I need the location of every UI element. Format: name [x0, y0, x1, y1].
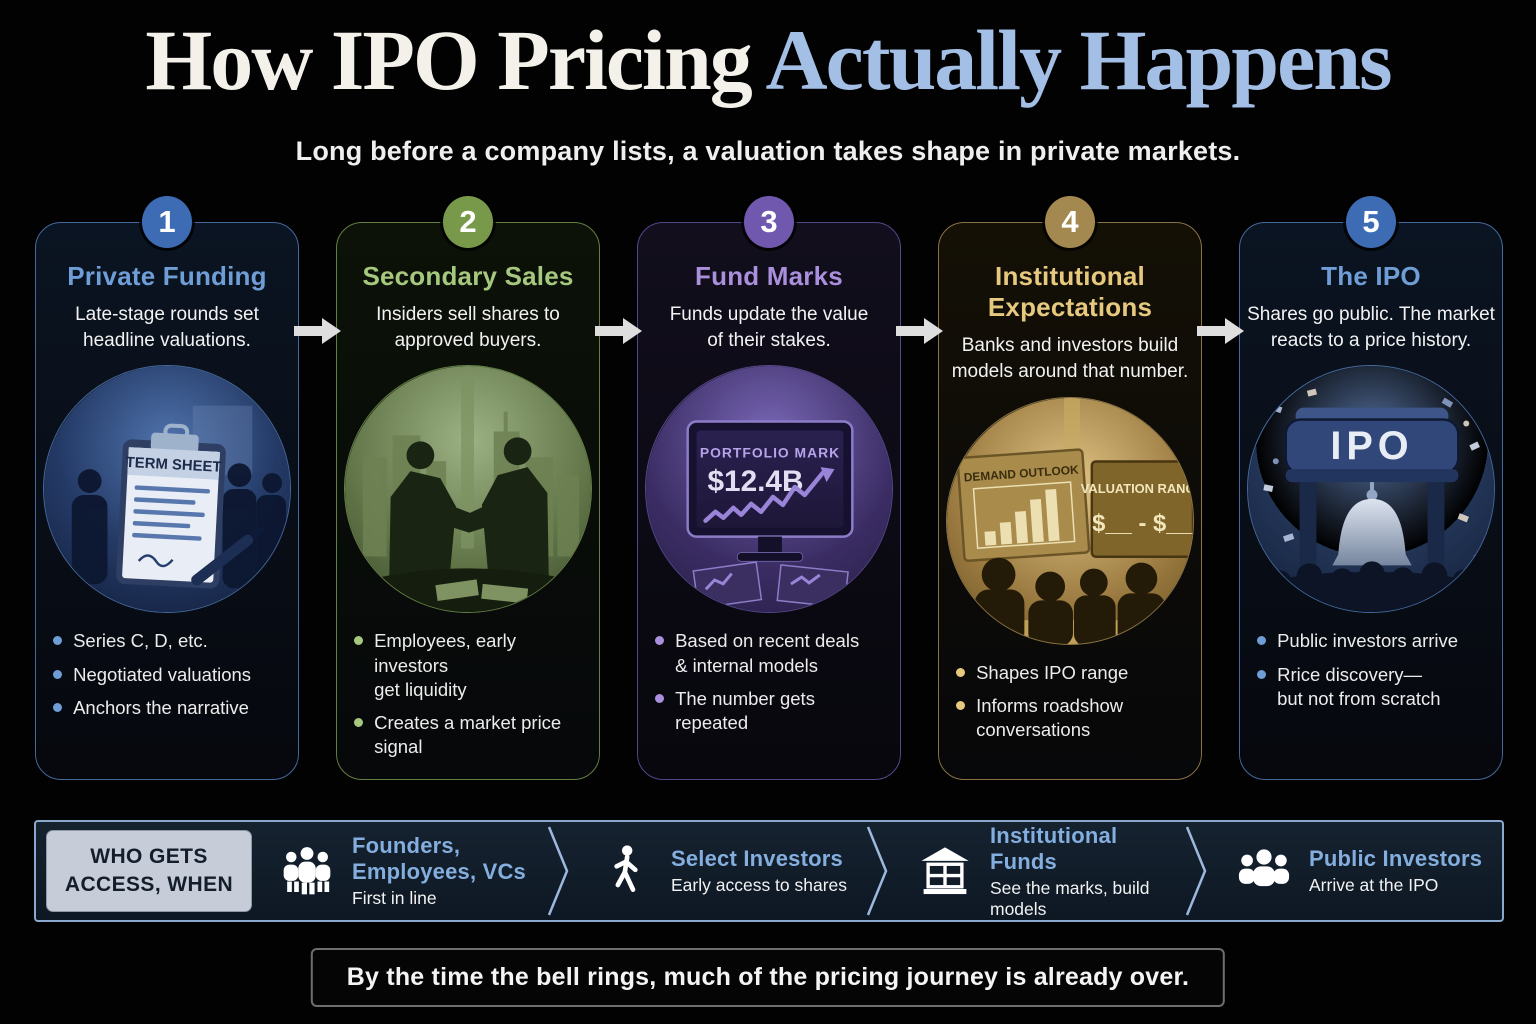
- step-title: Private Funding: [67, 261, 267, 291]
- bullet-item: Employees, early investors get liquidity: [350, 629, 586, 701]
- page-subtitle: Long before a company lists, a valuation…: [295, 136, 1241, 166]
- bullet-item: Informs roadshow conversations: [952, 694, 1188, 742]
- step-number-badge: 4: [1045, 196, 1095, 248]
- crowd-icon: [1235, 842, 1293, 900]
- access-group-title: Select Investors: [671, 846, 843, 871]
- access-group-title: Institutional Funds: [990, 822, 1118, 874]
- step-card-private-funding: 1 Private Funding Late-stage rounds set …: [35, 196, 299, 780]
- access-group-texts: Public Investors Arrive at the IPO: [1309, 846, 1482, 896]
- footer-takeaway: By the time the bell rings, much of the …: [310, 948, 1226, 1007]
- bullet-item: Rrice discovery— but not from scratch: [1253, 663, 1489, 711]
- title-part-blue: Actually Happens: [750, 12, 1393, 108]
- access-bar: WHO GETS ACCESS, WHEN Founders, Employee…: [34, 820, 1504, 922]
- people-trio-icon: [278, 842, 336, 900]
- access-group-subtitle: See the marks, build models: [990, 877, 1150, 919]
- step-title: Secondary Sales: [362, 261, 574, 291]
- step-description: Late-stage rounds set headline valuation…: [75, 304, 259, 351]
- step-card-fund-marks: 3 Fund Marks Funds update the value of t…: [637, 196, 901, 780]
- access-group-texts: Institutional Funds See the marks, build…: [990, 823, 1173, 920]
- access-group-title: Public Investors: [1309, 846, 1483, 871]
- step-bullets: Shapes IPO range Informs roadshow conver…: [952, 661, 1188, 751]
- bullet-item: Negotiated valuations: [49, 663, 285, 687]
- access-group-select-investors: Select Investors Early access to shares: [571, 842, 864, 900]
- step-card-institutional-expectations: 4 Institutional Expectations Banks and i…: [938, 196, 1202, 780]
- bullet-item: Anchors the narrative: [49, 696, 285, 720]
- bullet-item: Series C, D, etc.: [49, 629, 285, 653]
- step-description: Insiders sell shares to approved buyers.: [376, 304, 560, 351]
- portfolio-mark-value: $12.4B: [708, 465, 804, 498]
- step-number: 1: [158, 204, 176, 239]
- bullet-item: Based on recent deals & internal models: [651, 629, 887, 677]
- step-title: Fund Marks: [695, 261, 843, 291]
- portfolio-mark-label: PORTFOLIO MARK: [700, 445, 840, 461]
- step-bullets: Public investors arrive Rrice discovery—…: [1253, 629, 1489, 719]
- access-group-subtitle: Arrive at the IPO: [1309, 875, 1439, 895]
- bullet-item: The number gets repeated: [651, 687, 887, 735]
- term-sheet-label: TERM SHEET: [125, 455, 222, 476]
- access-group-texts: Founders, Employees, VCs First in line: [352, 833, 535, 909]
- ipo-bell-illustration: IPO: [1247, 365, 1495, 614]
- step-number: 3: [760, 204, 778, 239]
- access-group-public-investors: Public Investors Arrive at the IPO: [1209, 842, 1502, 900]
- step-card-secondary-sales: 2 Secondary Sales Insiders sell shares t…: [336, 196, 600, 780]
- chevron-divider-icon: [547, 826, 569, 916]
- access-group-title: Founders, Employees, VCs: [352, 833, 526, 884]
- step-bullets: Series C, D, etc. Negotiated valuations …: [49, 629, 285, 728]
- step-number-badge: 2: [443, 196, 493, 248]
- access-group-subtitle: First in line: [352, 888, 437, 908]
- step-number: 4: [1061, 204, 1079, 239]
- step-description: Banks and investors build models around …: [951, 335, 1189, 383]
- flow-arrow-icon: [896, 316, 944, 346]
- step-number-badge: 5: [1346, 196, 1396, 248]
- step-number: 2: [459, 204, 477, 239]
- step-title: Institutional Expectations: [987, 261, 1153, 323]
- flow-arrow-icon: [294, 316, 342, 346]
- access-group-founders: Founders, Employees, VCs First in line: [252, 833, 545, 909]
- step-card-the-ipo: 5 The IPO Shares go public. The market r…: [1239, 196, 1503, 780]
- step-description: Shares go public. The market reacts to a…: [1247, 304, 1495, 351]
- flow-arrow-icon: [595, 316, 643, 346]
- valuation-range-value: $__ - $__: [1092, 510, 1193, 537]
- step-number-badge: 1: [142, 196, 192, 248]
- term-sheet-illustration: TERM SHEET: [43, 365, 291, 614]
- walking-person-icon: [597, 842, 655, 900]
- step-title: The IPO: [1321, 261, 1421, 291]
- step-description: Funds update the value of their stakes.: [669, 304, 869, 351]
- access-group-texts: Select Investors Early access to shares: [671, 846, 847, 896]
- step-bullets: Based on recent deals & internal models …: [651, 629, 887, 743]
- bullet-item: Shapes IPO range: [952, 661, 1188, 685]
- bullet-item: Public investors arrive: [1253, 629, 1489, 653]
- bullet-item: Creates a market price signal: [350, 711, 586, 759]
- access-group-institutional-funds: Institutional Funds See the marks, build…: [890, 823, 1183, 920]
- access-group-subtitle: Early access to shares: [671, 875, 848, 895]
- step-bullets: Employees, early investors get liquidity…: [350, 629, 586, 767]
- valuation-range-label: VALUATION RANGE: [1081, 481, 1194, 496]
- portfolio-monitor-illustration: PORTFOLIO MARK $12.4B: [645, 365, 893, 614]
- meeting-screens-illustration: DEMAND OUTLOOK VALUATION RANGE $__ - $__: [946, 396, 1194, 645]
- chevron-divider-icon: [1185, 826, 1207, 916]
- title-part-white: How IPO Pricing: [145, 12, 752, 108]
- step-number: 5: [1362, 204, 1380, 239]
- ipo-banner-label: IPO: [1330, 425, 1413, 469]
- step-number-badge: 3: [744, 196, 794, 248]
- chevron-divider-icon: [866, 826, 888, 916]
- handshake-illustration: [344, 365, 592, 614]
- page-title: How IPO Pricing Actually Happens: [0, 14, 1536, 107]
- flow-arrow-icon: [1197, 316, 1245, 346]
- bank-building-icon: [916, 842, 974, 900]
- access-bar-label: WHO GETS ACCESS, WHEN: [46, 830, 252, 912]
